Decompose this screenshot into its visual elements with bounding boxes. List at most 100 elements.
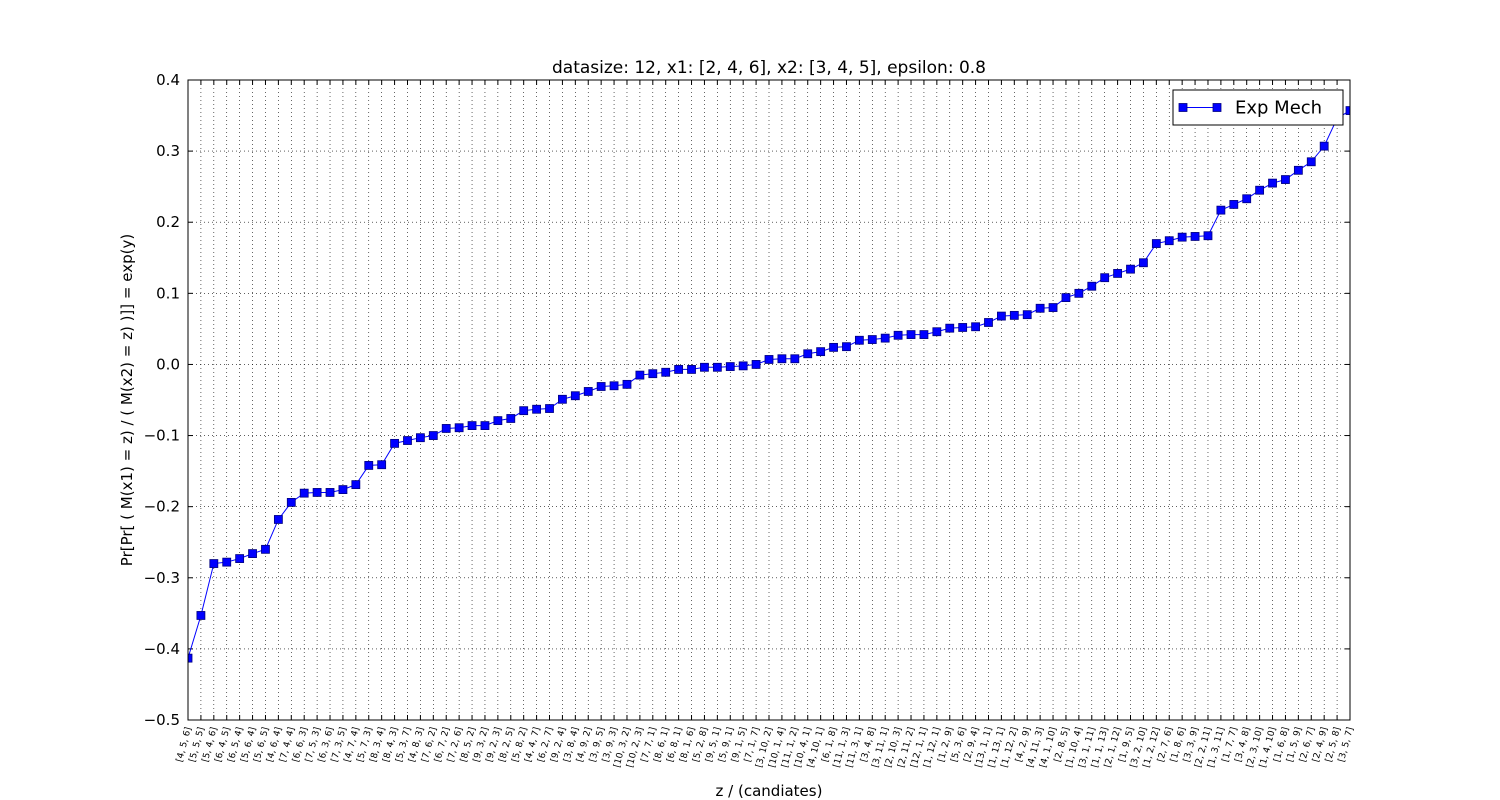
marker <box>1229 200 1239 209</box>
marker <box>919 330 929 339</box>
marker <box>945 323 955 333</box>
legend-marker <box>1212 103 1222 112</box>
marker <box>958 323 968 332</box>
marker <box>1009 310 1019 320</box>
marker <box>1345 106 1350 115</box>
marker <box>997 311 1006 321</box>
marker <box>519 406 529 416</box>
marker <box>1293 165 1303 175</box>
marker <box>854 335 864 345</box>
marker <box>893 330 903 340</box>
marker <box>712 362 722 372</box>
marker <box>1035 303 1045 313</box>
marker <box>1177 232 1187 242</box>
marker <box>1216 205 1226 215</box>
marker <box>1061 293 1071 303</box>
marker <box>842 342 851 352</box>
marker <box>777 354 787 364</box>
marker <box>1087 281 1097 291</box>
y-tick-label: 0.2 <box>156 213 180 231</box>
marker <box>1190 232 1200 241</box>
marker <box>312 488 322 497</box>
marker <box>558 394 567 404</box>
legend-label: Exp Mech <box>1235 98 1322 119</box>
marker <box>286 497 296 507</box>
marker <box>545 404 554 413</box>
y-tick-label: −0.2 <box>144 498 180 516</box>
marker <box>532 404 541 414</box>
marker <box>1319 141 1329 151</box>
marker <box>454 423 464 433</box>
marker <box>377 460 387 470</box>
y-tick-label: 0.3 <box>156 142 180 160</box>
marker <box>816 347 826 357</box>
marker <box>506 414 516 423</box>
marker <box>1022 310 1032 320</box>
marker <box>790 354 800 364</box>
marker <box>1139 258 1148 268</box>
marker <box>261 544 270 554</box>
marker <box>738 361 748 371</box>
marker <box>235 554 245 563</box>
marker <box>1151 239 1161 248</box>
marker <box>648 369 658 379</box>
marker <box>196 611 206 620</box>
y-tick-label: −0.3 <box>144 569 180 587</box>
marker <box>299 488 309 498</box>
marker <box>1242 194 1252 204</box>
marker <box>932 327 942 337</box>
marker <box>635 370 645 380</box>
marker <box>467 421 477 431</box>
marker <box>1126 264 1135 274</box>
marker <box>351 480 361 490</box>
plot <box>188 106 1350 663</box>
marker <box>803 349 813 359</box>
marker <box>583 387 593 396</box>
marker <box>390 438 399 448</box>
marker <box>1281 175 1290 184</box>
marker <box>661 367 671 377</box>
marker <box>971 322 980 332</box>
marker <box>674 365 684 374</box>
x-axis-label: z / (candiates) <box>716 782 823 800</box>
marker <box>364 461 374 470</box>
marker <box>209 559 219 568</box>
marker <box>480 421 490 431</box>
y-tick-label: −0.1 <box>144 427 180 445</box>
marker <box>325 488 335 497</box>
marker <box>338 485 348 495</box>
marker <box>1048 303 1058 312</box>
marker <box>222 557 232 567</box>
marker <box>493 416 503 426</box>
marker <box>403 436 412 445</box>
legend-marker <box>1178 103 1188 112</box>
y-axis-label: Pr[Pr[ ( M(x1) = z) / ( M(x2) = z) )]] =… <box>118 234 136 566</box>
y-tick-label: −0.4 <box>144 640 180 658</box>
marker <box>1164 236 1174 246</box>
marker <box>687 365 696 374</box>
marker <box>596 382 606 391</box>
plot-frame <box>187 79 1351 721</box>
marker <box>1113 269 1122 278</box>
marker <box>1100 273 1110 283</box>
marker <box>622 379 632 389</box>
marker <box>829 342 838 352</box>
y-tick-label: 0.4 <box>156 71 180 89</box>
marker <box>273 515 283 524</box>
marker <box>1255 185 1265 195</box>
marker <box>248 549 257 558</box>
marker <box>867 335 877 344</box>
y-tick-label: −0.5 <box>144 711 180 729</box>
marker <box>880 333 890 343</box>
marker <box>700 362 709 372</box>
y-tick-label: 0.1 <box>156 284 180 302</box>
marker <box>609 381 619 391</box>
marker <box>441 424 451 433</box>
marker <box>415 433 425 443</box>
y-tick-label: 0.0 <box>156 355 180 373</box>
marker <box>725 362 735 371</box>
marker <box>1306 157 1316 167</box>
marker <box>764 355 774 364</box>
marker <box>428 431 438 440</box>
